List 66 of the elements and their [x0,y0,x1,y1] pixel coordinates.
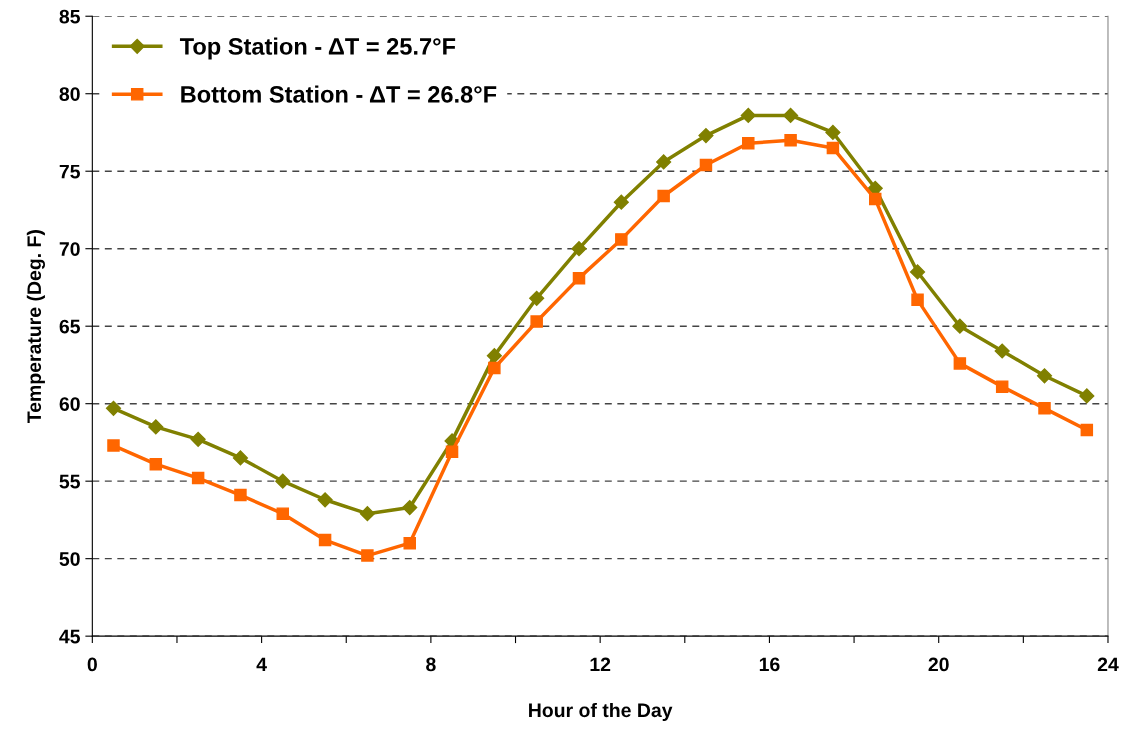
point [783,107,799,123]
point [361,549,374,562]
point [359,506,375,522]
y-tick-label: 75 [59,164,80,179]
point [952,318,968,334]
x-tick-label: 24 [1097,657,1119,672]
point [994,343,1010,359]
point [486,348,502,364]
point [572,271,586,285]
y-tick-label: 70 [59,242,80,256]
point [402,499,418,516]
point [698,128,714,144]
y-axis-title: Temperature (Deg. F) [26,230,46,424]
point [613,194,629,210]
point [275,473,291,489]
point [825,124,841,141]
point [911,293,924,307]
point [403,536,416,550]
point [232,450,249,466]
point [317,492,333,508]
x-axis-title: Hour of the Day [529,702,673,722]
point [190,431,206,447]
point [657,189,670,203]
y-tick-label: 80 [59,87,80,101]
point [742,137,755,150]
legend-label: Bottom Station - ΔT = 26.8°F [181,85,497,103]
point [105,400,122,416]
point [868,192,882,206]
point [191,471,205,485]
point [699,158,713,172]
point [445,445,459,458]
y-tick-label: 65 [59,319,80,334]
point [909,264,926,280]
point [529,290,545,306]
point [1038,402,1051,415]
point [1036,368,1053,384]
point [656,154,672,170]
point [784,133,797,147]
x-tick-label: 0 [87,657,97,672]
point [615,233,628,246]
point [826,141,840,155]
x-tick-label: 20 [928,657,949,672]
y-tick-label: 55 [59,474,80,489]
y-tick-label: 85 [59,9,80,24]
point [318,533,332,547]
point [234,488,247,502]
point [530,315,543,328]
point [276,507,290,520]
point [1080,423,1094,437]
point [1079,388,1095,404]
y-tick-label: 45 [59,629,80,644]
point [488,361,501,375]
x-tick-label: 4 [256,657,267,672]
x-tick-label: 12 [590,657,611,672]
point [571,241,587,257]
y-tick-label: 50 [59,552,80,566]
point [740,107,756,123]
point [107,439,120,452]
y-tick-label: 60 [59,397,80,411]
x-tick-label: 16 [759,657,780,672]
point [995,380,1009,393]
point [953,357,967,370]
point [148,419,164,435]
legend-label: Top Station - ΔT = 25.7°F [179,37,456,60]
x-tick-label: 8 [426,657,436,672]
point [149,457,163,471]
